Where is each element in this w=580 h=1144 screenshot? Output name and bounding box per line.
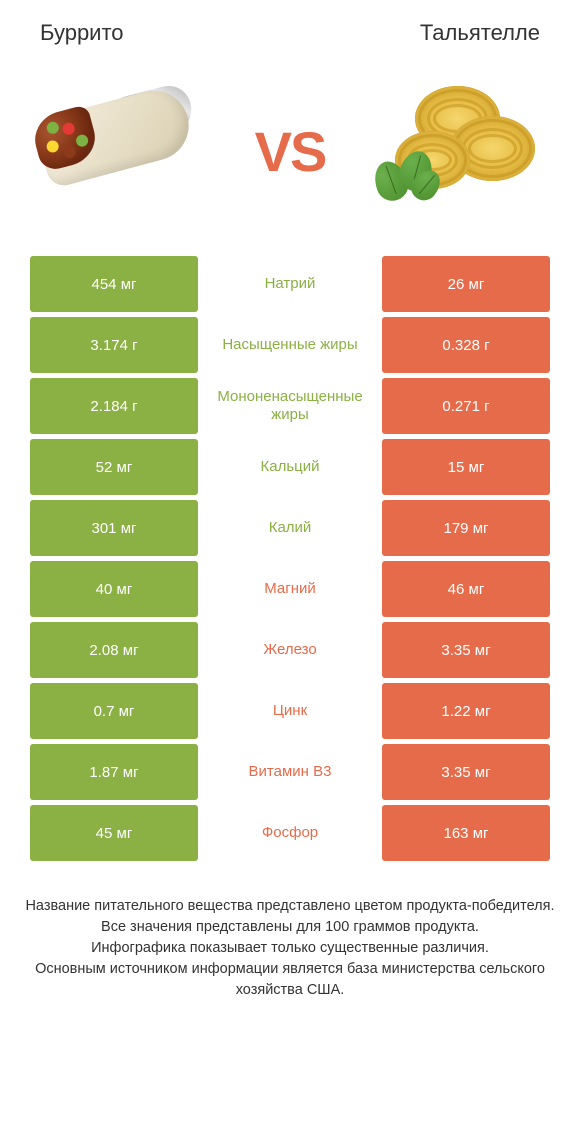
left-value: 40 мг	[30, 561, 198, 617]
right-value: 26 мг	[382, 256, 550, 312]
table-row: 454 мгНатрий26 мг	[30, 256, 550, 312]
left-value: 454 мг	[30, 256, 198, 312]
table-row: 301 мгКалий179 мг	[30, 500, 550, 556]
nutrient-label: Цинк	[198, 683, 382, 739]
vs-label: VS	[255, 119, 326, 184]
right-value: 3.35 мг	[382, 622, 550, 678]
table-row: 3.174 гНасыщенные жиры0.328 г	[30, 317, 550, 373]
right-value: 163 мг	[382, 805, 550, 861]
right-value: 1.22 мг	[382, 683, 550, 739]
footnote-text: Название питательного вещества представл…	[0, 866, 580, 1001]
left-value: 2.08 мг	[30, 622, 198, 678]
nutrient-label: Витамин B3	[198, 744, 382, 800]
nutrient-label: Натрий	[198, 256, 382, 312]
hero-comparison: VS	[0, 56, 580, 256]
left-value: 2.184 г	[30, 378, 198, 434]
right-value: 15 мг	[382, 439, 550, 495]
nutrient-label: Магний	[198, 561, 382, 617]
left-value: 3.174 г	[30, 317, 198, 373]
table-row: 52 мгКальций15 мг	[30, 439, 550, 495]
table-row: 0.7 мгЦинк1.22 мг	[30, 683, 550, 739]
table-row: 2.08 мгЖелезо3.35 мг	[30, 622, 550, 678]
table-row: 40 мгМагний46 мг	[30, 561, 550, 617]
right-value: 46 мг	[382, 561, 550, 617]
table-row: 2.184 гМононенасыщенные жиры0.271 г	[30, 378, 550, 434]
burrito-image	[30, 81, 210, 221]
right-value: 0.328 г	[382, 317, 550, 373]
table-row: 45 мгФосфор163 мг	[30, 805, 550, 861]
right-value: 0.271 г	[382, 378, 550, 434]
left-food-title: Буррито	[40, 20, 124, 46]
nutrition-table: 454 мгНатрий26 мг3.174 гНасыщенные жиры0…	[0, 256, 580, 861]
header: Буррито Тальятелле	[0, 0, 580, 56]
nutrient-label: Калий	[198, 500, 382, 556]
right-value: 3.35 мг	[382, 744, 550, 800]
tagliatelle-image	[370, 81, 550, 221]
left-value: 301 мг	[30, 500, 198, 556]
left-value: 0.7 мг	[30, 683, 198, 739]
left-value: 52 мг	[30, 439, 198, 495]
left-value: 45 мг	[30, 805, 198, 861]
table-row: 1.87 мгВитамин B33.35 мг	[30, 744, 550, 800]
nutrient-label: Железо	[198, 622, 382, 678]
nutrient-label: Фосфор	[198, 805, 382, 861]
nutrient-label: Кальций	[198, 439, 382, 495]
right-value: 179 мг	[382, 500, 550, 556]
nutrient-label: Насыщенные жиры	[198, 317, 382, 373]
right-food-title: Тальятелле	[420, 20, 540, 46]
left-value: 1.87 мг	[30, 744, 198, 800]
nutrient-label: Мононенасыщенные жиры	[198, 378, 382, 434]
